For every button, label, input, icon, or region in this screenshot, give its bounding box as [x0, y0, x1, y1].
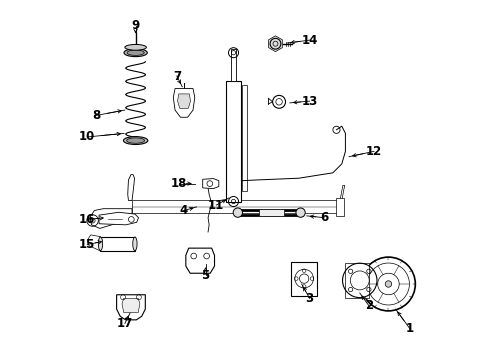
Ellipse shape [126, 138, 145, 143]
Text: 4: 4 [180, 204, 188, 217]
Text: 1: 1 [406, 322, 414, 335]
Ellipse shape [98, 237, 102, 251]
Ellipse shape [124, 49, 147, 57]
Ellipse shape [123, 136, 148, 144]
Text: 14: 14 [301, 33, 318, 47]
Polygon shape [203, 179, 219, 189]
Text: 7: 7 [173, 69, 181, 82]
Polygon shape [99, 212, 139, 225]
Text: 9: 9 [131, 19, 140, 32]
Polygon shape [87, 235, 100, 251]
Text: 18: 18 [171, 177, 187, 190]
Polygon shape [90, 209, 132, 228]
Text: 5: 5 [201, 269, 210, 282]
Polygon shape [128, 175, 135, 201]
Text: 6: 6 [320, 211, 328, 224]
Bar [337, 198, 343, 216]
Text: 11: 11 [208, 199, 224, 212]
Bar [345, 263, 368, 298]
Text: 3: 3 [305, 292, 314, 305]
Text: 15: 15 [79, 238, 96, 251]
Bar [231, 49, 236, 81]
Text: 17: 17 [117, 317, 133, 330]
Circle shape [385, 281, 392, 287]
Polygon shape [340, 185, 344, 213]
Text: 13: 13 [301, 95, 318, 108]
Text: 10: 10 [79, 130, 96, 144]
Ellipse shape [133, 237, 137, 251]
Bar [225, 81, 242, 202]
Ellipse shape [127, 50, 144, 55]
Polygon shape [291, 262, 317, 296]
Text: 8: 8 [92, 109, 100, 122]
Polygon shape [269, 36, 282, 51]
Text: 2: 2 [365, 299, 373, 312]
Polygon shape [132, 201, 342, 213]
Circle shape [233, 208, 243, 217]
Polygon shape [122, 298, 140, 313]
Circle shape [296, 208, 305, 217]
Ellipse shape [125, 44, 147, 50]
Polygon shape [173, 89, 195, 117]
Polygon shape [186, 248, 215, 273]
Text: 16: 16 [79, 213, 96, 226]
Bar [259, 209, 285, 216]
Bar [242, 85, 247, 191]
Text: 12: 12 [366, 145, 382, 158]
Polygon shape [177, 94, 191, 108]
Polygon shape [117, 295, 146, 320]
Bar [100, 237, 135, 251]
